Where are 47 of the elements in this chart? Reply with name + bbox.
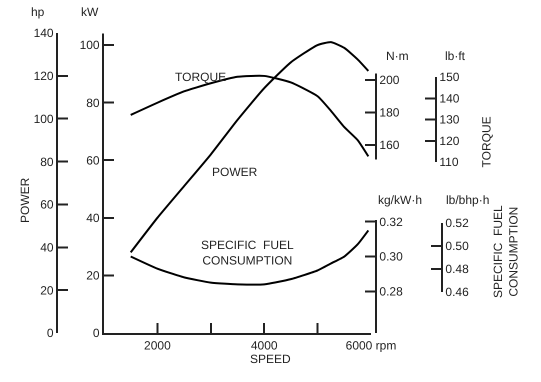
y2-tick-label: 110	[439, 155, 459, 170]
y-tick-label: 0.32	[379, 214, 404, 229]
y2-tick-label: 130	[439, 112, 460, 127]
text: SPECIFIC FUEL CONSUMPTION	[491, 204, 521, 298]
x-tick-label: 4000	[250, 338, 278, 352]
text: POWER	[18, 177, 32, 223]
x-tick-label: 2000	[144, 338, 172, 352]
y2-tick-label: 0.52	[445, 216, 470, 230]
y2-tick-label: 80	[40, 154, 54, 169]
y-tick-label: 0.28	[379, 284, 404, 298]
y-tick-label: 60	[86, 153, 100, 168]
y2-tick-label: 40	[40, 240, 54, 254]
y-tick-label: 40	[86, 211, 100, 226]
series-label: SPECIFIC FUEL CONSUMPTION	[201, 238, 294, 268]
y2-axis-title: hp	[31, 5, 45, 19]
y-axis-title: N·m	[386, 49, 409, 63]
y2-axis-title: lb·ft	[445, 49, 466, 63]
y-tick-label: 0.30	[379, 250, 404, 264]
y-axis-title: kW	[81, 5, 99, 19]
series-label: POWER	[212, 165, 258, 179]
y2-tick-label: 0.48	[445, 262, 470, 276]
y2-tick-label: 0.46	[445, 285, 470, 300]
y-tick-label: 160	[379, 138, 400, 152]
y2-tick-label: 120	[34, 69, 54, 84]
y2-tick-label: 20	[40, 283, 54, 298]
y-tick-label: 20	[86, 268, 100, 283]
y2-tick-label: 120	[439, 134, 460, 148]
x-tick-label: 6000 rpm	[346, 338, 396, 352]
y-axis-title: kg/kW·h	[378, 193, 422, 207]
y2-tick-label: 140	[439, 91, 460, 106]
y2-tick-label: 150	[439, 70, 460, 84]
y2-axis-title: lb/bhp·h	[446, 193, 490, 207]
text: TORQUE	[480, 116, 494, 168]
y-tick-label: 180	[379, 106, 400, 120]
x-axis-title: SPEED	[250, 352, 292, 366]
y-tick-label: 100	[80, 38, 100, 52]
y2-tick-label: 100	[34, 112, 54, 126]
line-series	[130, 229, 370, 286]
y-tick-label: 0	[92, 326, 100, 340]
line-series	[130, 41, 370, 254]
y-tick-label: 200	[379, 73, 400, 88]
y-tick-label: 80	[86, 96, 100, 110]
y2-tick-label: 0.50	[445, 239, 470, 254]
series-label: TORQUE	[175, 70, 226, 84]
y2-tick-label: 140	[34, 26, 54, 40]
y2-tick-label: 0	[46, 326, 54, 340]
y2-tick-label: 60	[40, 198, 54, 212]
